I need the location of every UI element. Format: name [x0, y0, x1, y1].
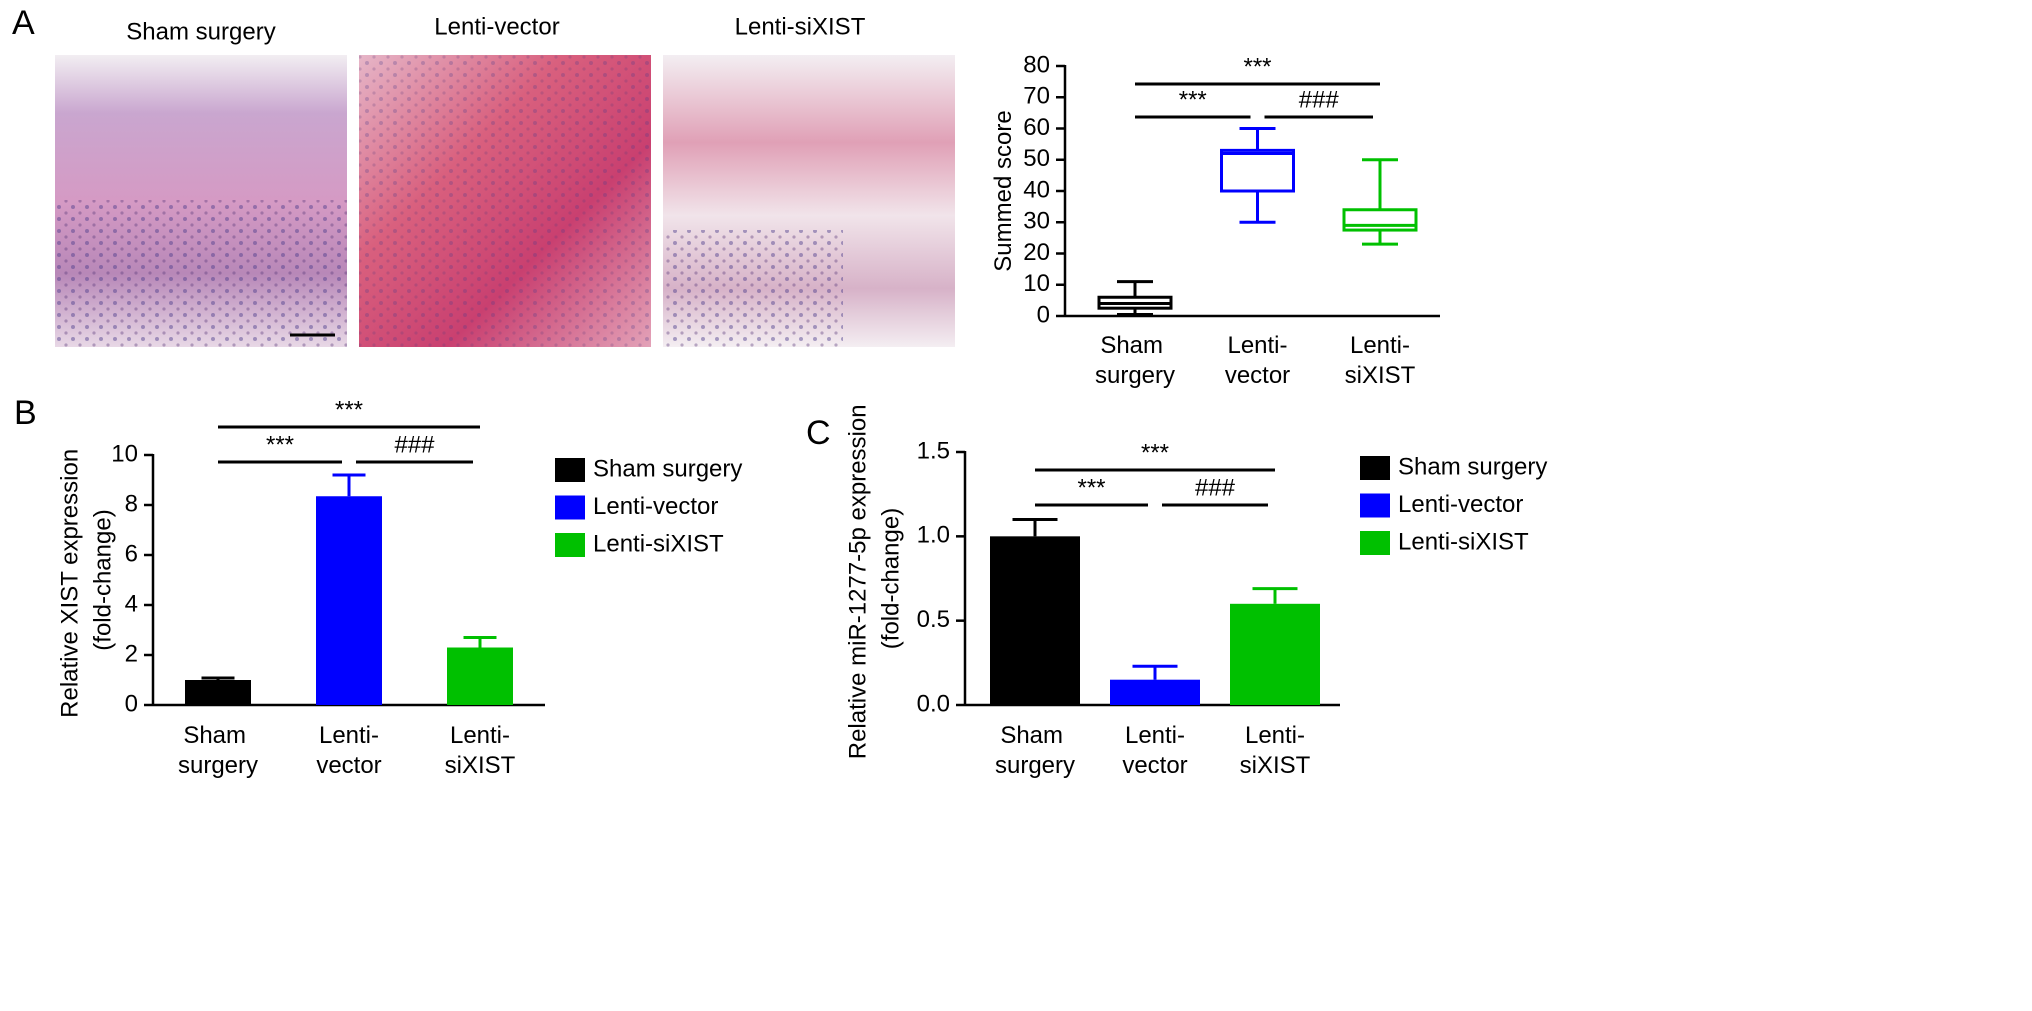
significance-label: ***	[1077, 474, 1105, 501]
legend-swatch	[1360, 493, 1390, 518]
bar	[316, 496, 382, 705]
image-texture	[663, 230, 843, 347]
y-tick-label: 70	[1023, 83, 1050, 110]
significance-label: ***	[1243, 53, 1271, 80]
y-tick-label: 6	[125, 540, 138, 567]
significance-label: ###	[394, 431, 435, 458]
y-tick-label: 30	[1023, 208, 1050, 235]
legend-swatch	[1360, 531, 1390, 555]
significance-label: ***	[1141, 439, 1169, 466]
x-tick-label: Lenti-vector	[316, 722, 381, 779]
image-texture	[359, 55, 651, 347]
x-tick-label: Sham surgery	[995, 722, 1075, 779]
image-title: Sham surgery	[126, 18, 275, 45]
legend-label: Sham surgery	[1398, 453, 1547, 480]
y-tick-label: 20	[1023, 239, 1050, 266]
box	[1342, 208, 1418, 232]
x-tick-label: Lenti-vector	[1122, 722, 1187, 779]
legend-swatch	[555, 458, 585, 482]
significance-label: ***	[1179, 86, 1207, 113]
y-tick-label: 60	[1023, 114, 1050, 141]
y-tick-label: 0.5	[917, 606, 950, 633]
x-tick-label: Sham surgery	[178, 722, 258, 779]
y-tick-label: 1.5	[917, 437, 950, 464]
legend-label: Lenti-vector	[593, 493, 718, 520]
histology-images	[55, 55, 955, 347]
bar	[1110, 679, 1200, 705]
legend-swatch	[555, 495, 585, 520]
panel-label: A	[12, 4, 35, 42]
image-texture	[55, 200, 347, 347]
x-tick-label: Sham surgery	[1095, 332, 1175, 389]
bar	[447, 647, 513, 705]
bar	[185, 680, 251, 705]
y-tick-label: 0	[125, 690, 138, 717]
y-tick-label: 10	[1023, 270, 1050, 297]
legend-label: Lenti-siXIST	[593, 530, 724, 557]
y-axis-label: Relative XIST expression (fold-change)	[57, 442, 117, 718]
legend-label: Lenti-siXIST	[1398, 528, 1529, 555]
significance-label: ###	[1195, 474, 1236, 501]
x-tick-label: Lenti-siXIST	[1345, 332, 1416, 389]
bar	[1230, 603, 1320, 705]
y-tick-label: 8	[125, 490, 138, 517]
chart: 0.0 0.5 1.0 1.5 Relative miR-1277-5p express…	[845, 398, 1548, 780]
y-tick-label: 80	[1023, 51, 1050, 78]
image-title: Lenti-siXIST	[735, 13, 866, 40]
y-tick-label: 0.0	[917, 690, 950, 717]
legend-swatch	[555, 533, 585, 557]
x-tick-label: Lenti-vector	[1225, 332, 1290, 389]
panel-label: C	[806, 414, 831, 452]
significance-label: ***	[335, 396, 363, 423]
y-tick-label: 1.0	[917, 522, 950, 549]
y-tick-label: 2	[125, 640, 138, 667]
legend-label: Sham surgery	[593, 455, 742, 482]
y-tick-label: 4	[125, 590, 138, 617]
y-tick-label: 40	[1023, 176, 1050, 203]
image-title: Lenti-vector	[434, 13, 559, 40]
bar	[990, 536, 1080, 705]
y-axis-label: Relative miR-1277-5p expression (fold-ch…	[845, 398, 905, 760]
x-tick-label: Lenti-siXIST	[445, 722, 516, 779]
y-tick-label: 10	[111, 440, 138, 467]
y-tick-label: 0	[1037, 301, 1050, 328]
legend-label: Lenti-vector	[1398, 491, 1523, 518]
significance-label: ###	[1299, 86, 1340, 113]
x-tick-label: Lenti-siXIST	[1240, 722, 1311, 779]
significance-label: ***	[266, 431, 294, 458]
chart: 0 10 20 30 40 50 60 70 80 Summed score Sham surger…	[990, 51, 1440, 389]
panel-label: B	[14, 394, 37, 432]
legend-swatch	[1360, 456, 1390, 480]
y-axis-label: Summed score	[990, 110, 1017, 271]
y-tick-label: 50	[1023, 145, 1050, 172]
box	[1220, 148, 1295, 193]
